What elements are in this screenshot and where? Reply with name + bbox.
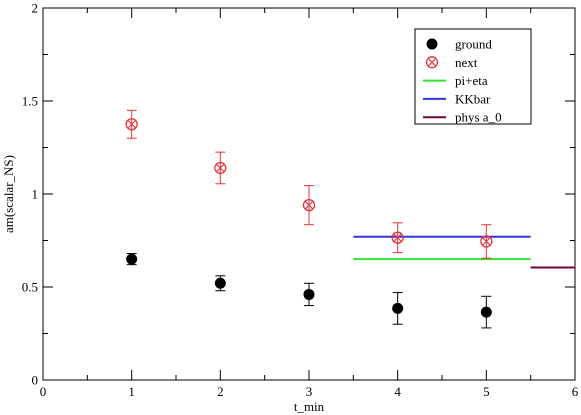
y-tick-label: 1.5	[22, 94, 38, 109]
data-point	[303, 288, 315, 300]
y-tick-label: 1	[32, 187, 39, 202]
legend-label: next	[455, 55, 478, 70]
marker-cross	[304, 200, 314, 210]
data-points	[125, 109, 493, 329]
y-tick-label: 2	[32, 1, 39, 16]
x-axis-label: t_min	[294, 399, 325, 414]
data-point	[480, 235, 493, 248]
x-tick-label: 6	[572, 384, 579, 399]
x-tick-label: 4	[394, 384, 401, 399]
data-point	[480, 306, 492, 318]
marker-circle	[214, 161, 227, 175]
x-tick-label: 3	[306, 384, 313, 399]
marker-circle	[125, 118, 138, 131]
legend-label: pi+eta	[455, 73, 488, 88]
data-point	[214, 277, 226, 289]
marker-circle	[480, 235, 493, 248]
x-tick-label: 2	[217, 384, 224, 399]
x-axis-ticks: 0 1 2 3 4 5 6	[40, 8, 579, 399]
legend-marker	[425, 56, 439, 69]
marker-cross	[127, 119, 136, 129]
marker-circle	[391, 231, 404, 244]
x-tick-label: 5	[483, 384, 490, 399]
data-point	[214, 161, 227, 175]
x-tick-label: 1	[128, 384, 135, 399]
legend-label: ground	[455, 37, 492, 52]
legend-label: phys a_0	[455, 110, 502, 125]
marker-circle	[302, 199, 316, 212]
legend-marker	[426, 38, 438, 50]
y-tick-label: 0	[32, 373, 39, 388]
y-axis-ticks: 0 0.5 1 1.5 2	[22, 1, 575, 388]
x-tick-label: 0	[40, 384, 47, 399]
data-point	[126, 253, 138, 265]
marker-cross	[482, 237, 491, 246]
data-point	[391, 231, 404, 244]
legend: ground next pi+eta KKbar phys a_0	[414, 28, 532, 125]
y-axis-label: am(scalar_NS)	[1, 155, 16, 233]
marker-cross	[427, 58, 437, 67]
data-point	[392, 302, 404, 314]
data-point	[302, 199, 316, 212]
marker-cross	[393, 233, 402, 242]
y-tick-label: 0.5	[22, 280, 38, 295]
marker-cross	[216, 163, 225, 173]
data-point	[125, 118, 138, 131]
reference-lines	[353, 235, 575, 269]
legend-label: KKbar	[455, 91, 491, 106]
marker-circle	[425, 56, 439, 69]
